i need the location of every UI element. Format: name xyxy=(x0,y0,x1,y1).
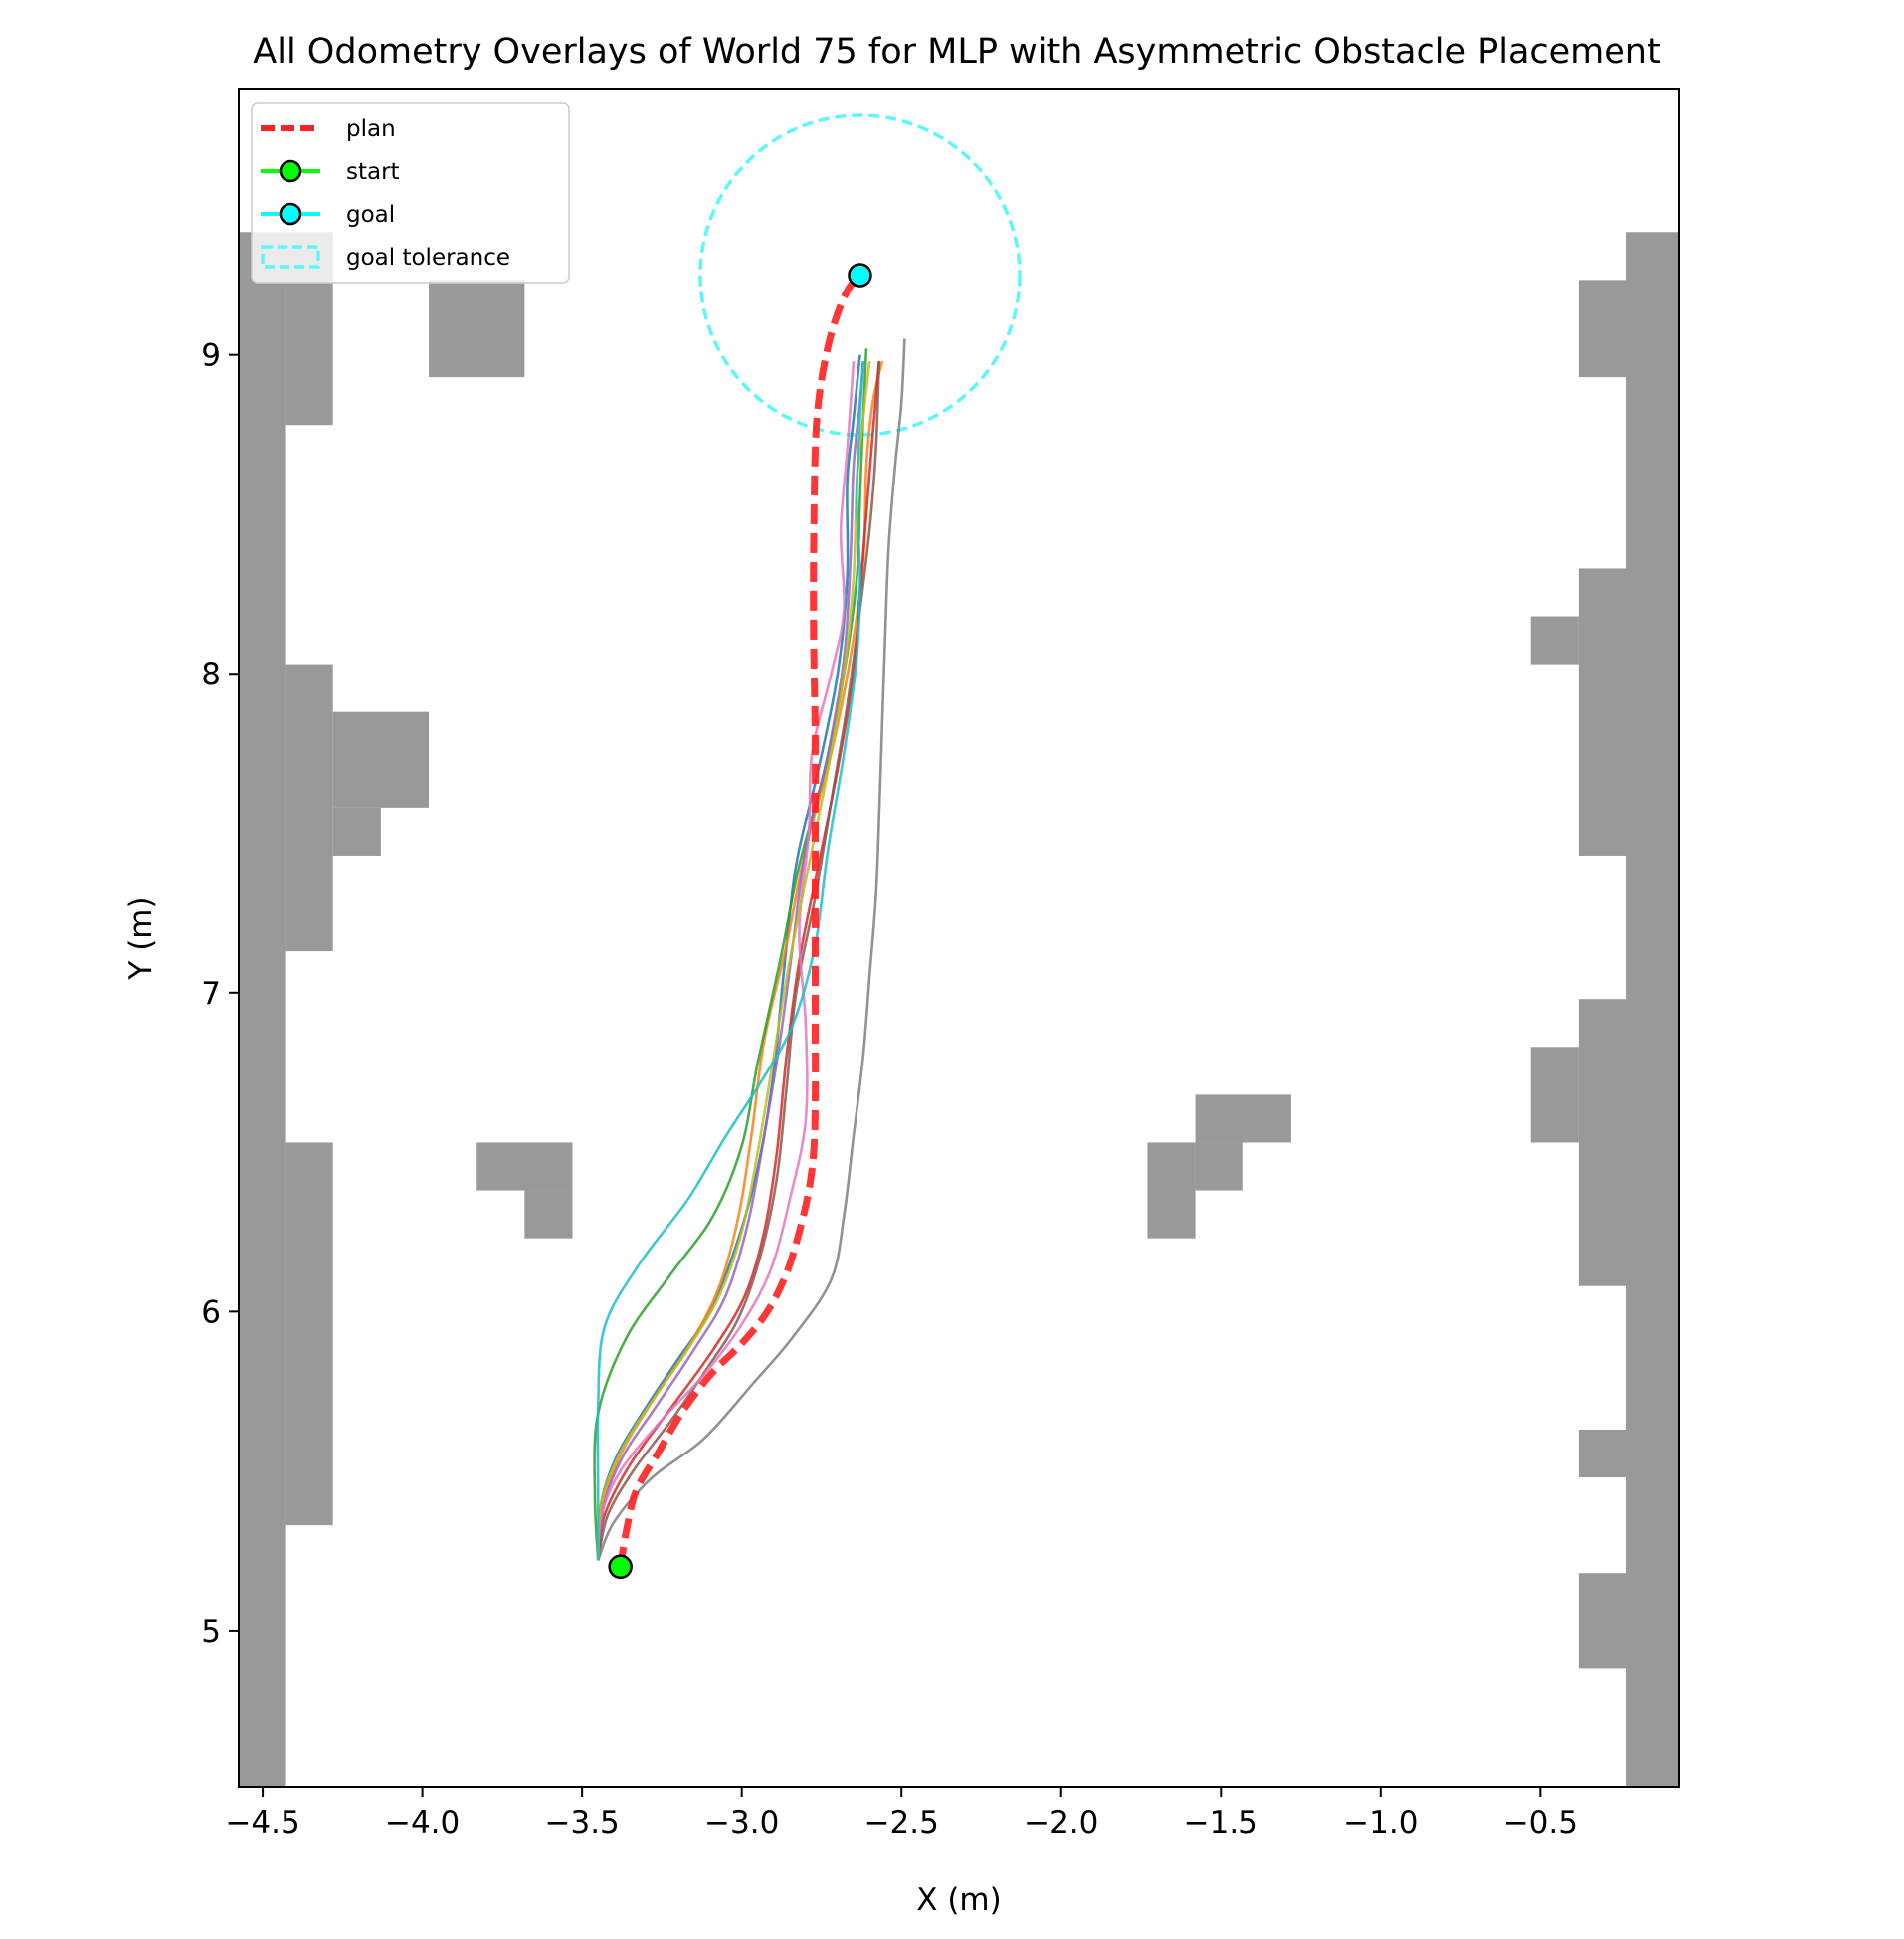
obstacle-cell xyxy=(332,807,381,856)
x-tick-label: −4.5 xyxy=(225,1805,299,1841)
obstacle-cell xyxy=(1578,1429,1627,1478)
x-tick-label: −0.5 xyxy=(1503,1805,1578,1841)
odometry-run-7 xyxy=(596,361,856,1561)
legend: plan start goal goal tolerance xyxy=(251,102,570,284)
obstacle-cell xyxy=(1147,1142,1196,1239)
x-tick-label: −2.5 xyxy=(864,1805,939,1841)
x-tick-label: −1.5 xyxy=(1184,1805,1258,1841)
obstacle-cell xyxy=(285,1142,333,1526)
obstacle-cell xyxy=(1530,1047,1579,1143)
plot-frame xyxy=(238,88,1680,1788)
y-tick-label: 7 xyxy=(201,976,221,1012)
legend-label-tolerance: goal tolerance xyxy=(346,245,510,271)
odometry-run-4 xyxy=(596,360,880,1561)
x-axis-ticks: −4.5 −4.0 −3.5 −3.0 −2.5 −2.0 −1.5 −1.0 −0.5 xyxy=(225,1787,1578,1841)
legend-frame xyxy=(251,102,570,284)
legend-goal-marker xyxy=(279,202,302,226)
x-tick-label: −3.5 xyxy=(545,1805,620,1841)
x-tick-label: −3.0 xyxy=(704,1805,779,1841)
obstacle-cell xyxy=(1530,616,1579,665)
legend-label-start: start xyxy=(346,159,400,185)
obstacle-cell xyxy=(524,1190,573,1239)
legend-label-plan: plan xyxy=(346,116,396,142)
obstacle-cell xyxy=(1578,568,1627,856)
obstacle-cell xyxy=(332,711,430,808)
odometry-run-8 xyxy=(596,338,906,1561)
legend-label-goal: goal xyxy=(346,202,395,228)
x-axis-label: X (m) xyxy=(916,1882,1001,1918)
goal-tolerance-circle xyxy=(698,113,1022,437)
obstacle-map xyxy=(239,232,1679,1787)
start-marker xyxy=(608,1554,633,1580)
legend-items: plan start goal goal tolerance xyxy=(261,116,510,271)
y-tick-label: 8 xyxy=(201,657,221,692)
start-goal-markers xyxy=(608,263,872,1580)
plan-layer xyxy=(617,273,863,1568)
goal-marker xyxy=(848,263,872,288)
legend-tolerance-handle xyxy=(261,245,320,269)
obstacle-cell xyxy=(1626,232,1679,1787)
obstacle-cell xyxy=(285,664,333,952)
x-tick-label: −2.0 xyxy=(1024,1805,1098,1841)
x-tick-label: −1.0 xyxy=(1343,1805,1418,1841)
odometry-runs xyxy=(593,338,906,1561)
odometry-run-5 xyxy=(596,360,864,1561)
odometry-run-6 xyxy=(596,361,880,1561)
y-tick-label: 9 xyxy=(201,338,221,374)
goal-tolerance-layer xyxy=(698,113,1022,437)
obstacle-cell xyxy=(1195,1142,1243,1191)
obstacle-cell xyxy=(1578,1573,1627,1669)
obstacle-cell xyxy=(1578,999,1627,1286)
x-tick-label: −4.0 xyxy=(385,1805,460,1841)
obstacle-cell xyxy=(1578,280,1627,378)
obstacle-cell xyxy=(1195,1094,1291,1143)
odometry-run-10 xyxy=(596,361,864,1561)
plot-area xyxy=(239,113,1679,1787)
plan-line xyxy=(617,273,863,1568)
legend-start-marker xyxy=(279,159,302,183)
obstacle-cell xyxy=(429,280,525,378)
y-tick-label: 5 xyxy=(201,1614,221,1649)
chart-title: All Odometry Overlays of World 75 for ML… xyxy=(253,32,1660,72)
obstacle-cell xyxy=(239,232,286,1787)
odometry-run-9 xyxy=(596,360,871,1561)
y-axis-ticks: 5 6 7 8 9 xyxy=(201,338,239,1649)
obstacle-cell xyxy=(476,1142,573,1191)
y-axis-label: Y (m) xyxy=(123,896,159,980)
y-tick-label: 6 xyxy=(201,1294,221,1330)
